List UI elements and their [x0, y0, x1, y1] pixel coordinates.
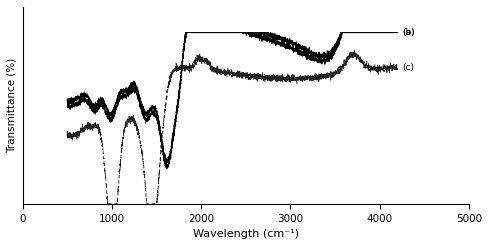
X-axis label: Wavelength (cm⁻¹): Wavelength (cm⁻¹): [192, 229, 298, 239]
Text: (c): (c): [401, 63, 413, 72]
Text: (b): (b): [401, 28, 414, 37]
Y-axis label: Transmittance (%): Transmittance (%): [7, 58, 17, 153]
Text: (a): (a): [401, 28, 414, 37]
